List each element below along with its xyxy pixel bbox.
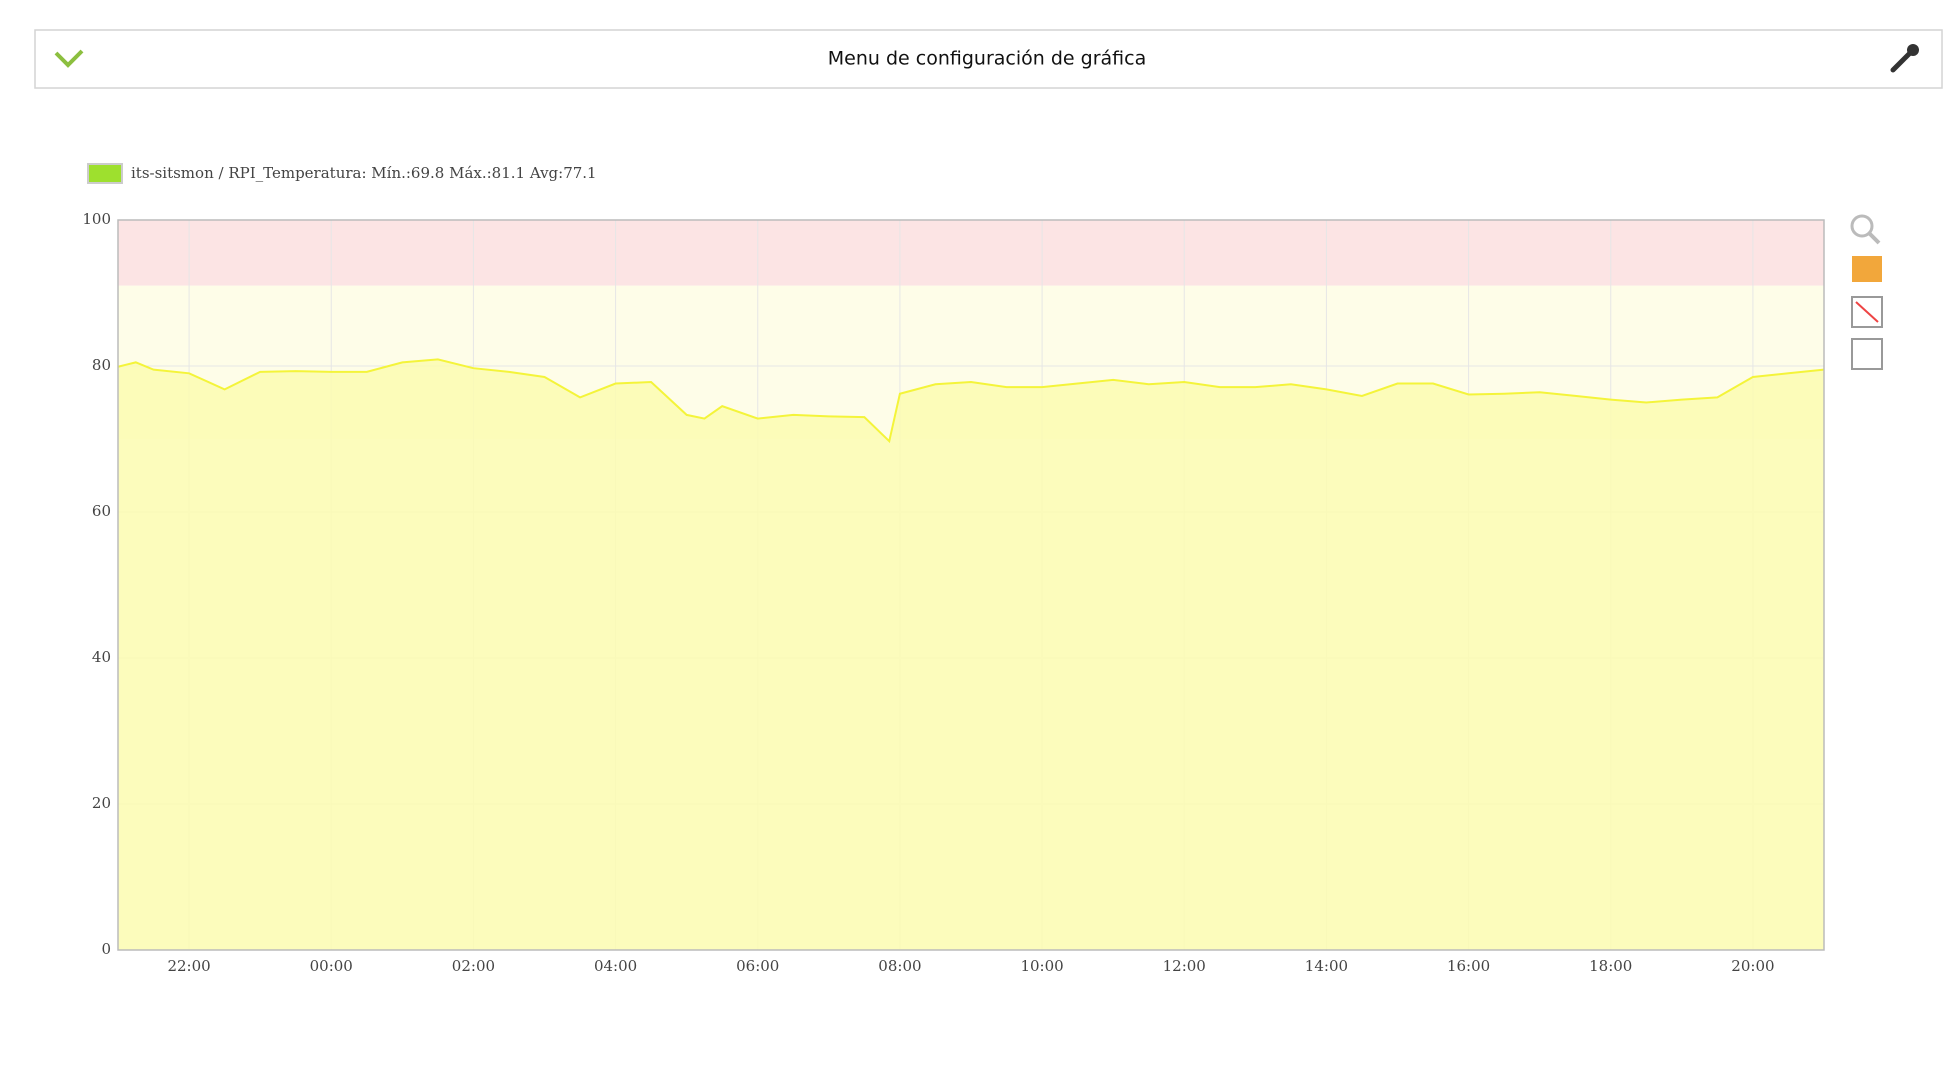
config-bar[interactable] (34, 29, 1943, 89)
y-tick-label: 60 (92, 502, 111, 520)
config-title: Menu de configuración de gráfica (828, 48, 1146, 70)
legend-swatch (87, 163, 123, 184)
x-tick-label: 04:00 (594, 957, 637, 975)
annotations-icon[interactable] (1851, 338, 1883, 370)
area-fill (118, 359, 1824, 950)
y-tick-label: 0 (101, 940, 111, 958)
zoom-out-icon[interactable] (1850, 214, 1874, 238)
y-tick-label: 20 (92, 794, 111, 812)
side-tools (1850, 214, 1883, 370)
x-tick-label: 06:00 (736, 957, 779, 975)
area-line (117, 358, 1825, 444)
threshold-band (118, 220, 1824, 286)
x-tick-label: 14:00 (1305, 957, 1348, 975)
chevron-icon[interactable] (54, 49, 84, 68)
x-tick-label: 02:00 (452, 957, 495, 975)
x-tick-label: 20:00 (1731, 957, 1774, 975)
wrench-icon[interactable] (1890, 44, 1919, 73)
x-tick-label: 22:00 (167, 957, 210, 975)
x-tick-label: 18:00 (1589, 957, 1632, 975)
crosshair-line (1855, 301, 1879, 323)
thresholds-icon[interactable] (1852, 256, 1882, 282)
y-tick-label: 100 (82, 210, 111, 228)
x-tick-label: 00:00 (310, 957, 353, 975)
x-tick-label: 12:00 (1163, 957, 1206, 975)
x-tick-label: 10:00 (1020, 957, 1063, 975)
x-tick-label: 08:00 (878, 957, 921, 975)
plot-frame (117, 219, 1825, 951)
legend-label: its-sitsmon / RPI_Temperatura: Mín.:69.8… (131, 164, 597, 182)
x-tick-label: 16:00 (1447, 957, 1490, 975)
zoom-out-handle (1867, 231, 1881, 245)
y-tick-label: 40 (92, 648, 111, 666)
y-tick-label: 80 (92, 356, 111, 374)
